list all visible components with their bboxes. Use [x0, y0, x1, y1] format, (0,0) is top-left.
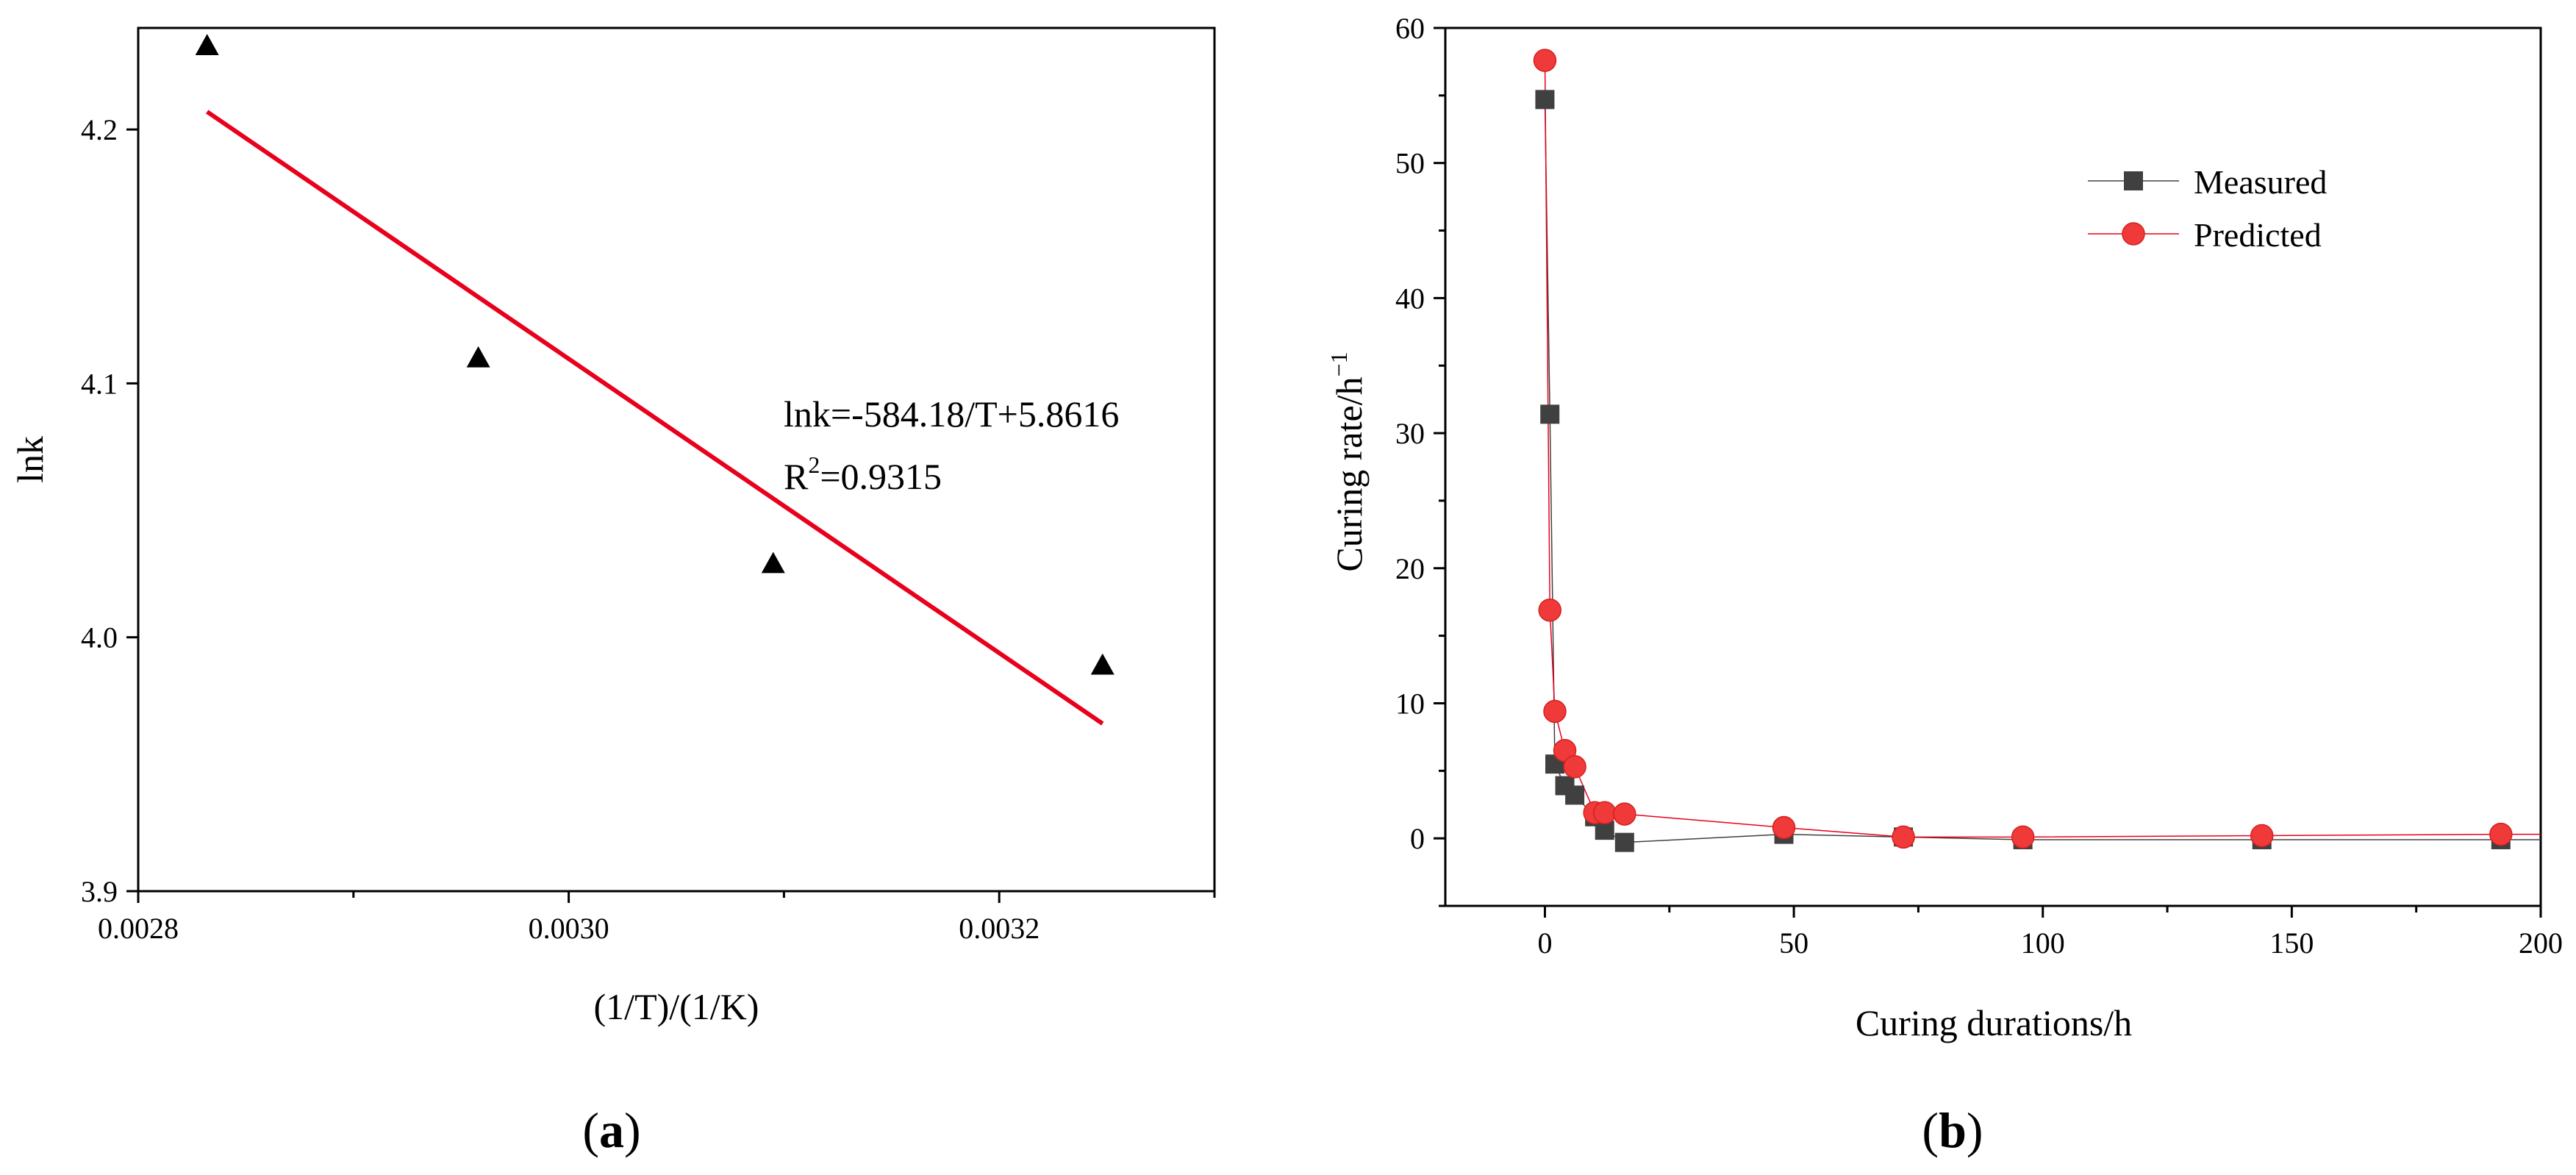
panel-a-x-axis-label: (1/T)/(1/K): [594, 986, 759, 1027]
measured-data-point: [1540, 404, 1560, 424]
measured-data-point: [1614, 832, 1634, 852]
panel-b-y-axis-label: Curing rate/h−1: [1325, 351, 1370, 571]
measured-series-line: [1544, 99, 2541, 843]
measured-data-point: [1535, 90, 1555, 110]
panel-a-fit-line-group: [206, 110, 1104, 726]
panel-a-data-point: [761, 551, 785, 574]
predicted-data-point: [1613, 802, 1636, 826]
panel-b-y-tick-label: 60: [1395, 12, 1425, 45]
predicted-series-line: [1544, 60, 2541, 838]
panel-a-r2-value: =0.9315: [820, 456, 942, 497]
panel-a-y-tick-label: 4.2: [81, 113, 118, 146]
panel-b-plot-frame: [1444, 26, 2542, 907]
panel-b-caption-letter: b: [1939, 1102, 1967, 1158]
panel-a-x-tick-label: 0.0028: [98, 912, 179, 945]
panel-b-x-axis-label: Curing durations/h: [1856, 1002, 2132, 1043]
panel-a-x-tick-label: 0.0032: [959, 912, 1040, 945]
panel-b-chart: 0 50 100 150 200 0 10 20 30 40 50 60 Measured Predi…: [1325, 12, 2563, 1158]
panel-a-y-tick-label: 4.1: [81, 367, 118, 400]
predicted-data-point: [1543, 699, 1567, 724]
panel-a-data-points: [195, 34, 1115, 675]
predicted-data-point: [2250, 824, 2274, 848]
predicted-data-point: [1772, 815, 1796, 840]
panel-a-r2: R2=0.9315: [784, 451, 942, 497]
predicted-data-point: [1892, 825, 1915, 849]
panel-a-caption-open: (: [582, 1102, 599, 1158]
panel-a-equation: lnk=-584.18/T+5.8616: [784, 393, 1119, 435]
panel-b-x-tick-label: 0: [1537, 926, 1552, 960]
predicted-data-point: [1538, 598, 1561, 622]
panel-b-y-tick-label: 10: [1395, 687, 1425, 720]
panel-b-y-tick-label: 40: [1395, 282, 1425, 315]
panel-a-y-tick-label: 4.0: [81, 621, 118, 654]
panel-b-data-points: [1533, 49, 2513, 852]
panel-a-plot-frame: [137, 26, 1216, 893]
panel-a-r2-prefix: R: [784, 456, 809, 497]
panel-a-ticks: 0.0028 0.0030 0.0032 3.9 4.0 4.1 4.2: [81, 113, 1216, 945]
panel-a-caption-letter: a: [599, 1102, 624, 1158]
panel-a-data-point: [466, 346, 490, 368]
panel-a-caption: (a): [582, 1102, 640, 1158]
panel-b-y-tick-label: 30: [1395, 417, 1425, 450]
panel-b-caption-open: (: [1922, 1102, 1939, 1158]
panel-b-series-lines: [1544, 60, 2541, 843]
panel-b-x-tick-label: 50: [1779, 926, 1808, 960]
predicted-data-point: [2489, 822, 2513, 846]
panel-a-chart: 0.0028 0.0030 0.0032 3.9 4.0 4.1 4.2 lnk=-584.…: [10, 26, 1216, 1158]
panel-a-r2-sup: 2: [808, 451, 820, 478]
panel-b-legend: Measured Predicted: [2088, 163, 2327, 254]
panel-b-y-axis-main: Curing rate/h: [1328, 376, 1370, 571]
panel-a-caption-close: ): [624, 1102, 641, 1158]
panel-b-caption-close: ): [1967, 1102, 1983, 1158]
predicted-data-point: [1563, 755, 1586, 779]
legend-measured-label: Measured: [2194, 163, 2327, 201]
panel-b-y-tick-label: 0: [1410, 822, 1425, 855]
panel-b-x-tick-label: 100: [2021, 926, 2065, 960]
legend-predicted-marker: [2122, 222, 2145, 246]
panel-a-x-tick-label: 0.0030: [529, 912, 609, 945]
panel-a-y-axis-label: lnk: [10, 436, 51, 483]
measured-data-point: [1565, 785, 1585, 805]
panel-a-data-point: [195, 34, 219, 55]
panel-a-fit-line: [206, 110, 1104, 726]
panel-b-ticks: 0 50 100 150 200 0 10 20 30 40 50 60: [1395, 12, 2563, 960]
panel-b-y-tick-label: 20: [1395, 552, 1425, 585]
panel-b-x-tick-label: 200: [2519, 926, 2563, 960]
panel-a-data-point: [1090, 653, 1115, 675]
panel-a-y-tick-label: 3.9: [81, 875, 118, 908]
panel-b-x-tick-label: 150: [2269, 926, 2314, 960]
legend-measured-marker: [2124, 171, 2143, 190]
panel-b-y-tick-label: 50: [1395, 147, 1425, 180]
legend-predicted-label: Predicted: [2194, 216, 2322, 254]
predicted-data-point: [2011, 825, 2035, 849]
predicted-data-point: [1533, 49, 1557, 72]
panel-b-y-axis-sup: −1: [1325, 351, 1352, 376]
panel-b-caption: (b): [1922, 1102, 1983, 1158]
predicted-data-point: [1592, 801, 1617, 825]
